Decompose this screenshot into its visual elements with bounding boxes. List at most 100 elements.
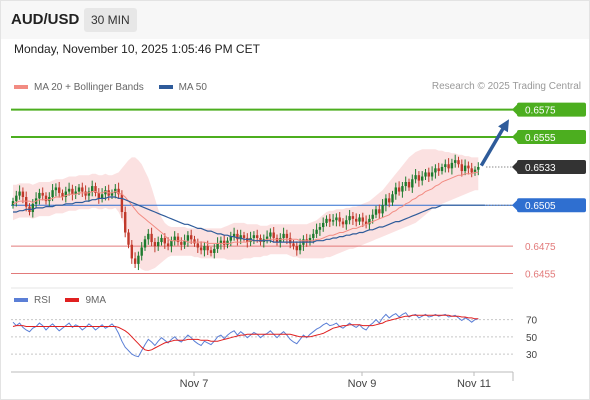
level-label-support: 0.6475 bbox=[525, 242, 556, 253]
candle bbox=[18, 185, 21, 200]
candle bbox=[143, 235, 147, 251]
candle-body bbox=[226, 240, 229, 245]
candle bbox=[54, 183, 58, 197]
rsi-line bbox=[12, 312, 479, 358]
candle-body bbox=[176, 236, 180, 243]
candle bbox=[91, 180, 94, 197]
candle bbox=[193, 235, 196, 247]
legend-ma50-label: MA 50 bbox=[178, 81, 207, 93]
level-value: 0.6475 bbox=[525, 242, 556, 253]
candle-body bbox=[252, 235, 256, 238]
candle-body bbox=[170, 240, 173, 247]
legend-9ma: 9MA bbox=[65, 295, 106, 306]
level-value: 0.6455 bbox=[525, 269, 556, 280]
candle-body bbox=[315, 229, 318, 234]
candle bbox=[140, 242, 143, 261]
candle-body bbox=[44, 195, 48, 202]
candle-body bbox=[203, 246, 206, 251]
candle bbox=[397, 181, 401, 196]
candle bbox=[38, 188, 41, 205]
candle-body bbox=[285, 233, 289, 238]
level-label-pointer bbox=[512, 104, 517, 115]
candle-body bbox=[242, 235, 246, 238]
candle-body bbox=[477, 166, 480, 170]
candle bbox=[401, 181, 404, 198]
candle-body bbox=[450, 162, 454, 169]
rsi-9ma-line bbox=[12, 314, 479, 352]
level-label-pointer bbox=[512, 131, 517, 142]
candle-body bbox=[71, 188, 74, 195]
candle bbox=[67, 182, 71, 196]
candle-body bbox=[147, 233, 150, 240]
legend-9ma-label: 9MA bbox=[85, 294, 107, 306]
candle-body bbox=[216, 243, 219, 249]
candle-body bbox=[473, 169, 477, 173]
candle bbox=[331, 214, 335, 226]
candle bbox=[467, 161, 470, 175]
candle-body bbox=[87, 191, 91, 196]
bollinger-band bbox=[13, 149, 479, 271]
candle bbox=[450, 158, 454, 175]
candle bbox=[308, 234, 312, 246]
candle bbox=[160, 234, 163, 246]
candle-body bbox=[384, 198, 388, 206]
candle bbox=[272, 227, 275, 243]
x-tick-label: Nov 11 bbox=[457, 378, 491, 390]
candle bbox=[318, 222, 322, 236]
candle-body bbox=[25, 197, 28, 207]
level-label-box bbox=[517, 102, 586, 117]
candle bbox=[391, 190, 394, 206]
candle bbox=[328, 214, 331, 228]
candle-body bbox=[298, 244, 302, 251]
legend-rsi-label: RSI bbox=[34, 294, 51, 306]
candle-body bbox=[54, 187, 58, 191]
interval-button[interactable]: 30 MIN bbox=[84, 8, 137, 32]
candle-body bbox=[414, 175, 417, 180]
candle-body bbox=[417, 175, 421, 181]
candle bbox=[81, 182, 84, 198]
level-label-pointer bbox=[512, 200, 517, 211]
candle-body bbox=[48, 197, 51, 202]
candle bbox=[97, 188, 100, 204]
candle-body bbox=[15, 195, 18, 202]
candle-body bbox=[64, 191, 67, 198]
x-tick-label: Nov 7 bbox=[180, 378, 209, 390]
candle-body bbox=[335, 217, 338, 221]
candle bbox=[322, 217, 325, 232]
candle-body bbox=[421, 176, 424, 181]
level-label-support: 0.6455 bbox=[525, 269, 556, 280]
candle-body bbox=[229, 236, 232, 241]
legend-rsi: RSI bbox=[14, 295, 51, 306]
candle-body bbox=[404, 181, 407, 187]
candle-body bbox=[11, 201, 15, 206]
candle bbox=[394, 182, 397, 200]
candle bbox=[404, 176, 407, 191]
candle bbox=[384, 194, 388, 212]
symbol-title: AUD/USD bbox=[11, 11, 80, 28]
candle-body bbox=[41, 192, 44, 196]
candle-body bbox=[196, 243, 199, 248]
candle bbox=[388, 192, 391, 208]
candle-body bbox=[269, 232, 272, 237]
candle-body bbox=[322, 222, 325, 228]
candle bbox=[351, 212, 355, 225]
candle-body bbox=[110, 192, 114, 196]
candle-body bbox=[180, 242, 183, 245]
candle-body bbox=[295, 246, 298, 251]
candle bbox=[457, 156, 460, 168]
legend-ma20: MA 20 + Bollinger Bands bbox=[14, 82, 144, 93]
candle bbox=[407, 178, 411, 191]
candle-body bbox=[440, 166, 444, 172]
candle bbox=[137, 251, 140, 271]
candle-body bbox=[239, 235, 242, 240]
level-label-price: 0.6533 bbox=[512, 159, 586, 174]
candle-body bbox=[424, 172, 427, 177]
candle bbox=[11, 197, 15, 209]
candle-body bbox=[127, 232, 130, 245]
candle bbox=[470, 162, 473, 178]
candle bbox=[196, 238, 199, 253]
candle bbox=[289, 232, 292, 249]
candle-body bbox=[282, 233, 285, 238]
candle-body bbox=[193, 239, 196, 244]
rsi-tick-label: 70 bbox=[526, 316, 538, 327]
